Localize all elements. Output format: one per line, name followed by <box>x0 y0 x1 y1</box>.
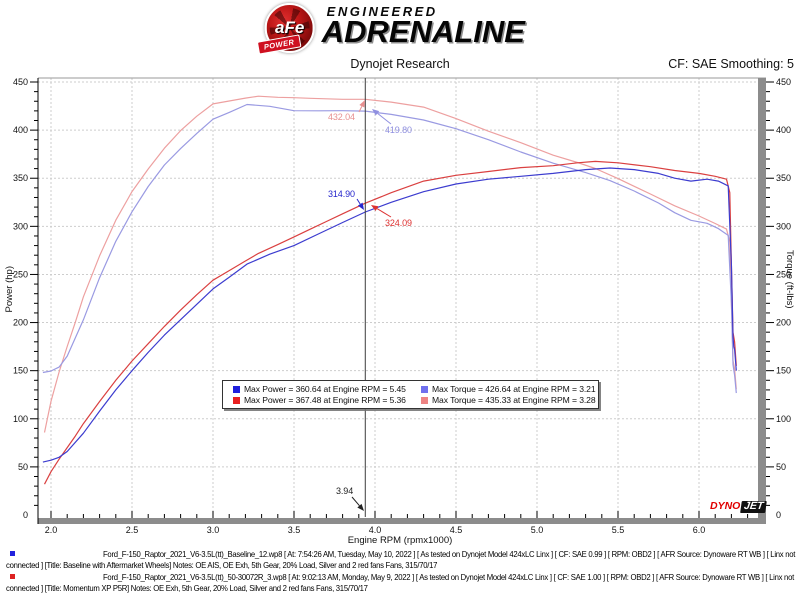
callout-momentum-torque: 432.04 <box>328 112 355 122</box>
y-tick-label-right: 200 <box>776 318 791 328</box>
callout-arrow-torque-baseline-value-line <box>377 112 392 125</box>
callout-arrow-torque-baseline-value-head <box>372 109 380 116</box>
y-tick-label-left: 450 <box>13 77 28 87</box>
y-zero-label-left: 0 <box>23 510 28 520</box>
y-tick-label-left: 250 <box>13 269 28 279</box>
legend-label-baseline-torque: Max Torque = 426.64 at Engine RPM = 3.21 <box>432 384 596 394</box>
run-descriptions: Ford_F-150_Raptor_2021_V6-3.5L(tt)_Basel… <box>0 549 798 594</box>
cf-smoothing-label: CF: SAE Smoothing: 5 <box>668 57 794 71</box>
curve-momentum-torque <box>43 95 737 433</box>
dynojet-logo-jet: JET <box>740 500 768 513</box>
dynojet-logo-dyno: DYNO <box>710 500 741 512</box>
curve-baseline-torque <box>42 103 737 394</box>
x-tick-label: 2.0 <box>45 525 58 535</box>
run1-line2: connected ] [Title: Baseline with Afterm… <box>6 559 438 570</box>
legend-swatch-lightblue-icon <box>421 385 428 393</box>
legend-swatch-red-icon <box>233 396 240 404</box>
callout-momentum-power: 324.09 <box>385 218 412 228</box>
afe-logo-icon: aFe POWER <box>256 3 315 55</box>
legend-label-momentum-torque: Max Torque = 435.33 at Engine RPM = 3.28 <box>432 395 596 405</box>
run-entry-momentum: Ford_F-150_Raptor_2021_V6-3.5L(tt)_50-30… <box>0 572 798 594</box>
curve-momentum-power <box>43 160 737 485</box>
y-tick-label-left: 400 <box>13 125 28 135</box>
y-tick-label-right: 100 <box>776 414 791 424</box>
callout-arrow-power-momentum-value-head <box>371 205 379 212</box>
y-tick-label-right: 50 <box>776 462 786 472</box>
legend-item-baseline-torque: Max Torque = 426.64 at Engine RPM = 3.21 <box>421 384 596 394</box>
brand-engineered-text: ENGINEERED <box>326 4 438 19</box>
callout-arrow-cursor-rpm-value-line <box>351 496 360 507</box>
y-axis-title-torque: Torque (ft-lbs) <box>784 250 795 309</box>
y-tick-label-left: 300 <box>13 221 28 231</box>
callout-arrow-power-baseline-value-line <box>356 198 361 205</box>
run2-line1: Ford_F-150_Raptor_2021_V6-3.5L(tt)_50-30… <box>103 572 794 582</box>
afe-power-logo: aFe POWER ENGINEERED ADRENALINE <box>256 3 525 55</box>
legend-label-baseline-power: Max Power = 360.64 at Engine RPM = 5.45 <box>244 384 406 394</box>
dynojet-logo: DYNO JET <box>710 500 768 513</box>
x-tick-label: 6.0 <box>693 525 706 535</box>
x-tick-label: 5.0 <box>531 525 544 535</box>
legend-item-momentum-torque: Max Torque = 435.33 at Engine RPM = 3.28 <box>421 395 596 405</box>
y-tick-label-right: 300 <box>776 221 791 231</box>
callout-baseline-power: 314.90 <box>328 189 355 199</box>
legend-swatch-pink-icon <box>421 396 428 404</box>
brand-wordmark: ENGINEERED ADRENALINE <box>322 3 525 47</box>
x-tick-label: 3.5 <box>288 525 301 535</box>
y-tick-label-right: 450 <box>776 77 791 87</box>
dyno-plot: 50 50 100 100 150 150 200 200 250 250 300 300 350 350… <box>13 77 791 535</box>
callout-arrow-cursor-rpm-value-head <box>357 503 364 511</box>
y-tick-label-left: 50 <box>18 462 28 472</box>
callout-cursor-rpm: 3.94 <box>336 486 354 496</box>
y-tick-label-right: 400 <box>776 125 791 135</box>
run1-line1: Ford_F-150_Raptor_2021_V6-3.5L(tt)_Basel… <box>103 549 796 559</box>
x-tick-label: 3.0 <box>207 525 220 535</box>
callout-arrow-power-baseline-value-head <box>357 202 364 210</box>
right-axis-band <box>758 78 766 524</box>
x-axis-title: Engine RPM (rpmx1000) <box>347 535 453 546</box>
legend-item-momentum-power: Max Power = 367.48 at Engine RPM = 5.36 <box>233 395 421 405</box>
curve-baseline-power <box>42 167 737 463</box>
y-tick-label-left: 150 <box>13 366 28 376</box>
y-tick-label-right: 150 <box>776 366 791 376</box>
x-tick-label: 5.5 <box>612 525 625 535</box>
bottom-axis-band <box>38 518 766 524</box>
legend-box: Max Power = 360.64 at Engine RPM = 5.45 … <box>222 380 599 409</box>
y-axis-title-power: Power (hp) <box>4 266 15 313</box>
run-entry-baseline: Ford_F-150_Raptor_2021_V6-3.5L(tt)_Basel… <box>0 549 798 571</box>
y-tick-label-left: 100 <box>13 414 28 424</box>
y-tick-label-left: 200 <box>13 318 28 328</box>
run2-line2: connected ] [Title: Momentum XP P5R] Not… <box>6 582 368 593</box>
callout-baseline-torque: 419.80 <box>385 125 412 135</box>
y-tick-label-left: 350 <box>13 173 28 183</box>
x-tick-label: 2.5 <box>126 525 139 535</box>
callout-arrow-torque-momentum-value-head <box>359 100 365 108</box>
afe-logo-text: aFe <box>275 18 305 37</box>
x-tick-label: 4.5 <box>450 525 463 535</box>
page-title: Dynojet Research <box>350 57 450 71</box>
run-bullet-red-icon <box>10 574 15 579</box>
y-zero-label-right: 0 <box>776 510 781 520</box>
brand-adrenaline-text: ADRENALINE <box>321 14 525 49</box>
legend-swatch-blue-icon <box>233 385 240 393</box>
legend-label-momentum-power: Max Power = 367.48 at Engine RPM = 5.36 <box>244 395 406 405</box>
callout-arrow-power-momentum-value-line <box>376 208 392 218</box>
y-tick-label-right: 250 <box>776 269 791 279</box>
y-tick-label-right: 350 <box>776 173 791 183</box>
legend-item-baseline-power: Max Power = 360.64 at Engine RPM = 5.45 <box>233 384 421 394</box>
run-bullet-blue-icon <box>10 551 15 556</box>
x-tick-label: 4.0 <box>369 525 382 535</box>
callout-arrow-torque-momentum-value-line <box>358 106 363 113</box>
